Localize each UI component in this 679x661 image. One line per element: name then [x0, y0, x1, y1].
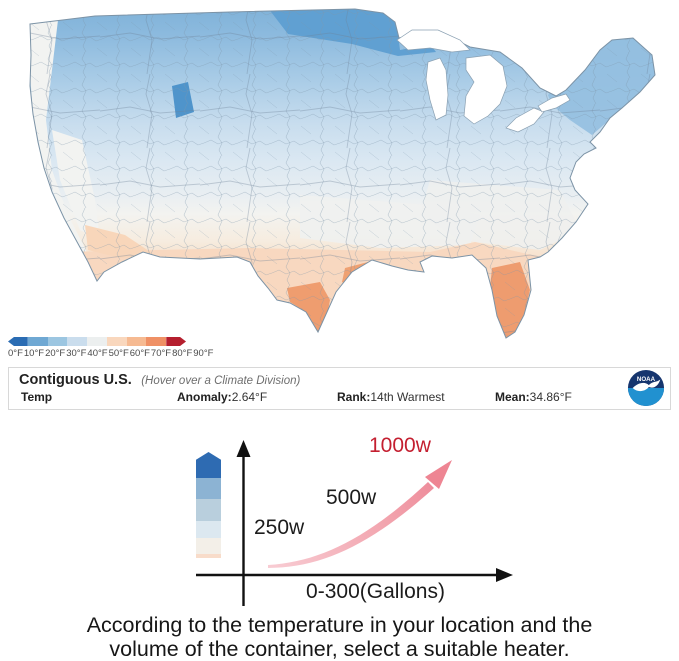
power-label-1000: 1000w [369, 434, 431, 457]
legend-tick-label: 90°F [193, 348, 214, 359]
legend-tick-label: 40°F [87, 348, 108, 359]
heater-colorbar-segment [196, 478, 221, 500]
noaa-logo-text: NOAA [637, 376, 656, 383]
map-info-bar: Contiguous U.S. (Hover over a Climate Di… [8, 367, 671, 410]
caption: According to the temperature in your loc… [0, 613, 679, 661]
heater-colorbar-segment [196, 452, 221, 479]
stat-mean: Mean:34.86°F [495, 390, 572, 404]
legend-swatch [67, 337, 88, 346]
caption-line-1: According to the temperature in your loc… [86, 613, 593, 637]
legend-tick-label: 70°F [150, 348, 172, 359]
y-axis-arrow-icon [236, 440, 251, 457]
heater-wattage-diagram: 250w 500w 1000w 0-300(Gallons) [0, 410, 679, 610]
legend-swatch [166, 337, 187, 346]
legend-tick-label: 80°F [172, 348, 193, 359]
temperature-legend: 0°F10°F20°F30°F40°F50°F60°F70°F80°F90°F [8, 337, 228, 359]
stat-anomaly: Anomaly:2.64°F [177, 390, 268, 404]
legend-tick-label: 10°F [23, 348, 45, 359]
great-lakes [396, 29, 571, 133]
heater-colorbar-base [196, 554, 221, 559]
legend-tick-label: 50°F [108, 348, 129, 359]
legend-swatch [27, 337, 48, 346]
legend-tick-label: 20°F [45, 348, 66, 359]
noaa-seagull-icon [632, 379, 661, 392]
growth-arrow-icon [268, 460, 452, 568]
x-axis-arrow-icon [496, 568, 513, 582]
region-title: Contiguous U.S. [19, 372, 132, 388]
power-label-500: 500w [326, 486, 377, 509]
noaa-logo[interactable]: NOAA [627, 369, 665, 407]
heater-colorbar-segment [196, 538, 221, 555]
climate-divisions-fill [30, 9, 655, 338]
legend-swatch [87, 337, 107, 346]
legend-swatch [8, 337, 28, 346]
heater-colorbar-segment [196, 520, 221, 539]
hover-hint: (Hover over a Climate Division) [141, 375, 301, 387]
stat-rank: Rank:14th Warmest [337, 390, 445, 404]
diagram-axes [196, 440, 513, 606]
legend-tick-label: 0°F [8, 348, 23, 359]
us-climate-map-section: 0°F10°F20°F30°F40°F50°F60°F70°F80°F90°F [0, 0, 679, 362]
legend-swatch [126, 337, 147, 346]
legend-color-bar [8, 337, 187, 346]
legend-swatch [106, 337, 127, 346]
power-label-250: 250w [254, 516, 305, 539]
stat-temp: Temp [21, 390, 53, 404]
caption-line-2: volume of the container, select a suitab… [109, 637, 570, 661]
legend-swatch [146, 337, 167, 346]
legend-tick-label: 30°F [66, 348, 87, 359]
us-outline [29, 8, 656, 339]
heater-colorbar [196, 452, 221, 559]
legend-tick-label: 60°F [129, 348, 150, 359]
gallons-axis-label: 0-300(Gallons) [306, 580, 445, 603]
legend-labels: 0°F10°F20°F30°F40°F50°F60°F70°F80°F90°F [8, 348, 228, 359]
heater-colorbar-segment [196, 499, 221, 521]
legend-swatch [47, 337, 68, 346]
us-climate-map[interactable] [0, 0, 679, 362]
